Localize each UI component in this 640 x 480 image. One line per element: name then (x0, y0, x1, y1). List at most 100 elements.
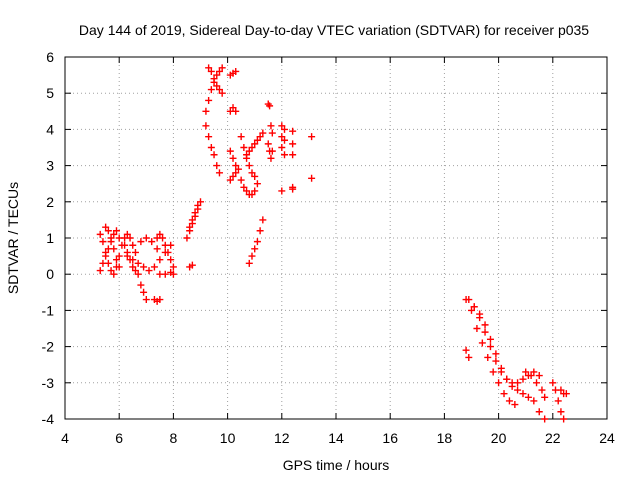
data-point (240, 144, 248, 151)
data-point (245, 147, 253, 155)
series-arc-28 (308, 133, 316, 182)
data-point (495, 379, 503, 387)
data-point (289, 185, 297, 193)
series-arc-19 (226, 165, 242, 184)
data-point (253, 180, 261, 188)
data-point (289, 140, 297, 148)
data-point (99, 238, 107, 246)
data-point (560, 415, 568, 423)
data-point (226, 147, 234, 155)
y-tick-label: 6 (46, 49, 54, 65)
data-point (248, 144, 256, 151)
series-arc-13 (202, 122, 223, 177)
x-tick-label: 6 (115, 430, 123, 446)
data-point (197, 198, 204, 206)
data-point (232, 67, 240, 75)
series-arc-3 (102, 223, 123, 271)
data-point (215, 86, 223, 94)
data-point (267, 154, 275, 162)
series-arc-12 (186, 261, 196, 271)
data-point (278, 133, 286, 141)
data-point (202, 107, 210, 115)
series-arc-4 (121, 241, 150, 304)
y-tick-label: 2 (46, 194, 54, 210)
data-point (256, 227, 264, 235)
data-point (121, 241, 129, 249)
y-axis-label: SDTVAR / TECUs (5, 182, 21, 294)
series-arc-15 (205, 64, 226, 97)
data-point (248, 252, 256, 260)
series-arc-18 (226, 147, 240, 170)
data-point (112, 227, 120, 235)
data-point (492, 350, 500, 358)
data-point (188, 216, 196, 224)
y-tick-label: 1 (46, 230, 54, 246)
data-point (562, 390, 570, 398)
data-point (522, 368, 530, 376)
y-tick-label: 3 (46, 158, 54, 174)
data-point (489, 368, 497, 376)
data-point (226, 176, 234, 184)
data-point (156, 256, 164, 264)
data-point (210, 75, 218, 83)
data-point (207, 86, 215, 94)
data-point (259, 216, 267, 224)
data-point (112, 256, 120, 264)
data-point (215, 169, 223, 177)
x-tick-label: 22 (545, 430, 561, 446)
data-point (514, 386, 522, 394)
data-point (251, 172, 259, 180)
data-point (232, 107, 240, 115)
data-point (102, 223, 110, 231)
data-point (481, 321, 489, 329)
x-tick-label: 14 (328, 430, 344, 446)
data-point (107, 267, 115, 275)
data-point (167, 256, 175, 264)
y-tick-labels: -4 -3 -2 -1 0 1 2 3 4 5 6 (42, 49, 55, 427)
data-point (462, 346, 470, 354)
data-point (140, 288, 148, 296)
data-point (96, 230, 104, 238)
data-point (549, 379, 557, 387)
data-point (465, 296, 473, 304)
data-point (169, 270, 177, 278)
data-point (134, 259, 142, 267)
data-point (533, 379, 541, 387)
data-point (186, 223, 194, 231)
data-point (465, 353, 473, 361)
data-point (486, 335, 494, 343)
data-point (505, 397, 513, 405)
data-point (110, 245, 118, 253)
data-point (281, 125, 289, 133)
data-point (161, 270, 169, 278)
x-tick-label: 16 (382, 430, 398, 446)
data-point (530, 368, 538, 376)
data-point (191, 209, 199, 217)
data-point (156, 296, 164, 304)
y-tick-label: -3 (42, 375, 55, 391)
data-point (237, 133, 245, 141)
data-point (281, 151, 289, 159)
data-point (107, 234, 115, 242)
y-tick-label: 4 (46, 121, 54, 137)
series-arc-35 (557, 386, 570, 398)
data-point (215, 67, 223, 75)
data-point (205, 96, 213, 104)
data-point (150, 263, 158, 271)
data-point (96, 267, 104, 275)
data-point (538, 386, 546, 394)
data-point (205, 133, 213, 141)
series-arc-7 (153, 230, 177, 271)
data-point (500, 390, 508, 398)
data-point (145, 267, 153, 275)
data-point (169, 263, 177, 271)
x-tick-label: 12 (274, 430, 290, 446)
data-point (484, 353, 492, 361)
data-point (110, 270, 118, 278)
data-point (470, 303, 478, 311)
data-point (232, 169, 240, 177)
data-point (156, 230, 164, 238)
data-point (115, 234, 123, 242)
